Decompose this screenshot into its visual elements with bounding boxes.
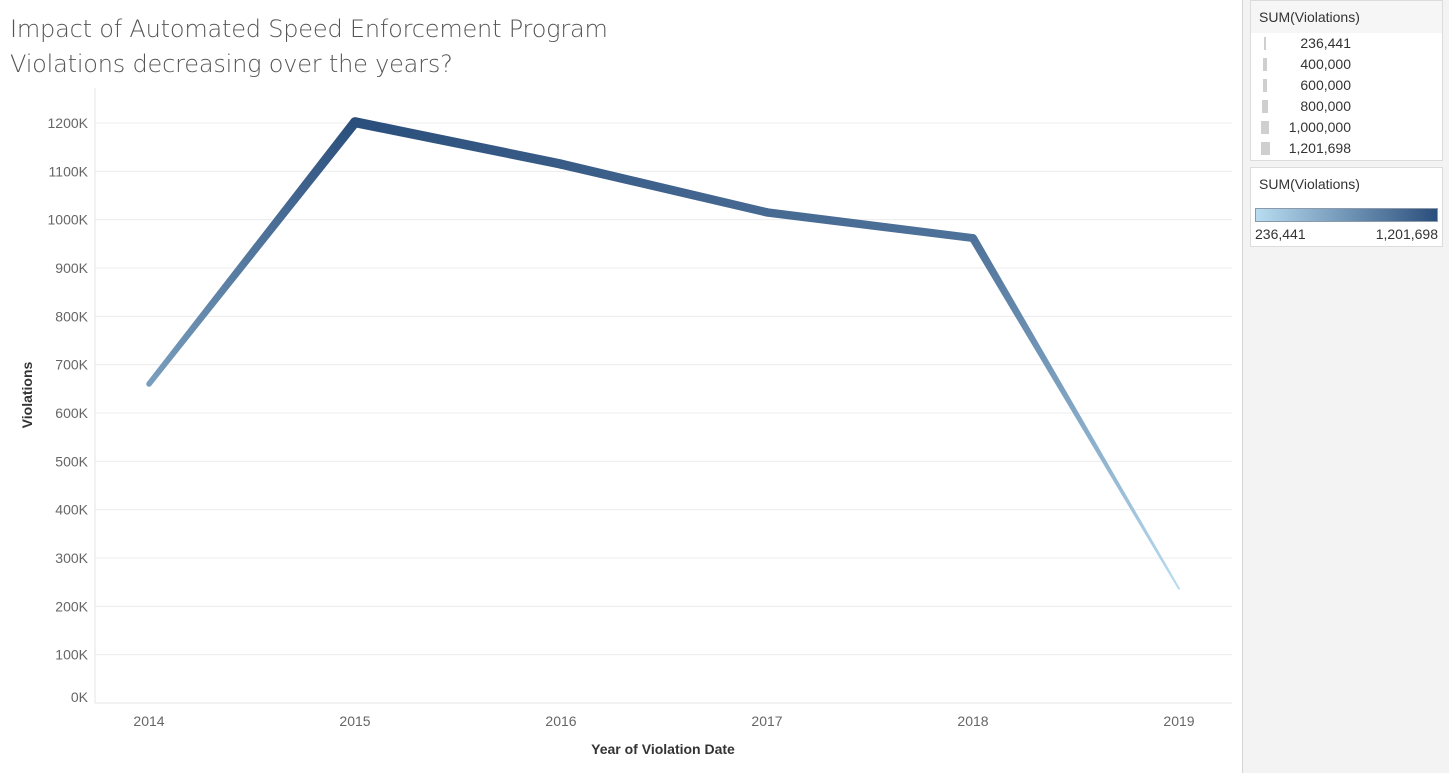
size-legend-title: SUM(Violations) <box>1259 9 1360 25</box>
size-legend-item[interactable]: 236,441 <box>1251 34 1442 55</box>
line-segment[interactable] <box>969 236 1180 590</box>
size-legend-swatch <box>1260 142 1270 155</box>
size-legend-swatch <box>1263 58 1267 71</box>
line-segment[interactable] <box>146 119 359 386</box>
y-tick-label: 1000K <box>48 212 89 228</box>
y-tick-label: 100K <box>55 647 88 663</box>
data-point[interactable] <box>762 208 772 217</box>
x-tick-label: 2019 <box>1163 713 1194 729</box>
y-tick-label: 500K <box>55 453 88 469</box>
size-legend-label: 1,000,000 <box>1288 119 1351 135</box>
y-tick-label: 300K <box>55 550 88 566</box>
x-tick-label: 2018 <box>957 713 988 729</box>
x-tick-label: 2014 <box>133 713 164 729</box>
title-line-1: Impact of Automated Speed Enforcement Pr… <box>10 15 608 43</box>
size-legend-item[interactable]: 400,000 <box>1251 55 1442 76</box>
size-legend[interactable]: SUM(Violations) 236,441 400,000 600,000 800… <box>1250 0 1443 161</box>
size-legend-label: 600,000 <box>1300 77 1351 93</box>
y-tick-label: 0K <box>71 689 89 705</box>
series-line[interactable] <box>146 117 1180 590</box>
x-tick-label: 2015 <box>339 713 370 729</box>
size-legend-label: 400,000 <box>1300 56 1351 72</box>
y-tick-label: 400K <box>55 502 88 518</box>
color-legend-min: 236,441 <box>1255 226 1306 242</box>
y-tick-label: 1200K <box>48 115 89 131</box>
y-tick-label: 700K <box>55 357 88 373</box>
axes <box>94 88 1232 704</box>
size-legend-swatch <box>1261 121 1269 134</box>
data-point[interactable] <box>556 159 566 169</box>
y-tick-label: 800K <box>55 308 88 324</box>
gridlines <box>95 122 1232 656</box>
y-tick-label: 200K <box>55 598 88 614</box>
data-point[interactable] <box>350 117 360 128</box>
size-legend-item[interactable]: 800,000 <box>1251 97 1442 118</box>
size-legend-item[interactable]: 600,000 <box>1251 76 1442 97</box>
y-tick-label: 1100K <box>49 163 89 179</box>
y-tick-labels: 0K 100K 200K 300K 400K 500K 600K 700K 800K 900K 10… <box>48 115 89 705</box>
color-legend[interactable]: SUM(Violations) 236,441 1,201,698 <box>1250 167 1443 247</box>
size-legend-label: 1,201,698 <box>1288 140 1351 156</box>
data-point[interactable] <box>146 381 152 387</box>
title-line-2: Violations decreasing over the years? <box>10 50 453 78</box>
line-chart: 0K 100K 200K 300K 400K 500K 600K 700K 800K 900K 10… <box>19 88 1232 757</box>
color-legend-max: 1,201,698 <box>1375 226 1438 242</box>
line-segment[interactable] <box>559 159 768 217</box>
line-segment[interactable] <box>354 117 562 169</box>
size-legend-label: 236,441 <box>1300 35 1351 51</box>
y-tick-label: 900K <box>55 260 88 276</box>
line-segment[interactable] <box>766 208 974 242</box>
size-legend-swatch <box>1264 37 1266 50</box>
size-legend-item[interactable]: 1,000,000 <box>1251 118 1442 139</box>
size-legend-item[interactable]: 1,201,698 <box>1251 139 1442 160</box>
size-legend-label: 800,000 <box>1300 98 1351 114</box>
size-legend-swatch <box>1262 100 1269 113</box>
x-tick-label: 2016 <box>545 713 576 729</box>
chart-title: Impact of Automated Speed Enforcement Pr… <box>10 12 608 82</box>
x-axis-title: Year of Violation Date <box>591 741 735 757</box>
color-legend-title: SUM(Violations) <box>1259 176 1360 192</box>
x-tick-label: 2017 <box>751 713 782 729</box>
y-axis-title: Violations <box>19 361 35 428</box>
x-tick-labels: 2014 2015 2016 2017 2018 2019 <box>133 713 1194 729</box>
size-legend-swatch <box>1262 79 1268 92</box>
color-ramp <box>1255 208 1438 222</box>
data-point[interactable] <box>968 234 978 243</box>
legend-panel: SUM(Violations) 236,441 400,000 600,000 800… <box>1242 0 1449 773</box>
data-point[interactable] <box>1178 587 1180 590</box>
y-tick-label: 600K <box>55 405 88 421</box>
